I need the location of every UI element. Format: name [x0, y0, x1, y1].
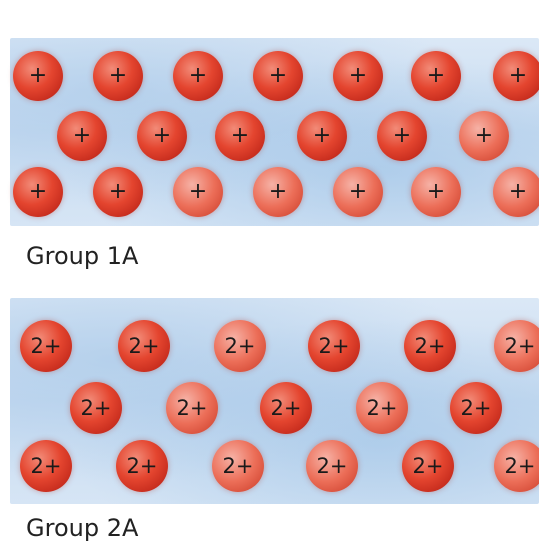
cation-plus-r2-1: +: [57, 111, 107, 161]
cation-2plus-r2-5: 2+: [450, 382, 502, 434]
group-1a-label: Group 1A: [26, 242, 139, 270]
cation-2plus-r1-2: 2+: [118, 320, 170, 372]
cation-plus-r1-2: +: [93, 51, 143, 101]
group-2a-label: Group 2A: [26, 514, 139, 542]
cation-plus-r3-1: +: [13, 167, 63, 217]
cation-plus-r2-6: +: [459, 111, 509, 161]
cation-2plus-r3-5: 2+: [402, 440, 454, 492]
cation-2plus-r1-4: 2+: [308, 320, 360, 372]
cation-plus-r3-6: +: [411, 167, 461, 217]
cation-2plus-r2-4: 2+: [356, 382, 408, 434]
cation-plus-r2-5: +: [377, 111, 427, 161]
cation-2plus-r3-3: 2+: [212, 440, 264, 492]
cation-plus-r3-4: +: [253, 167, 303, 217]
cation-2plus-r3-6: 2+: [494, 440, 539, 492]
cation-2plus-r3-2: 2+: [116, 440, 168, 492]
cation-2plus-r2-1: 2+: [70, 382, 122, 434]
cation-plus-r3-3: +: [173, 167, 223, 217]
cation-2plus-r1-5: 2+: [404, 320, 456, 372]
cation-2plus-r1-1: 2+: [20, 320, 72, 372]
cation-plus-r2-3: +: [215, 111, 265, 161]
cation-plus-r3-5: +: [333, 167, 383, 217]
cation-2plus-r2-3: 2+: [260, 382, 312, 434]
cation-plus-r1-7: +: [493, 51, 539, 101]
cation-plus-r3-2: +: [93, 167, 143, 217]
cation-plus-r1-4: +: [253, 51, 303, 101]
cation-plus-r3-7: +: [493, 167, 539, 217]
cation-2plus-r2-2: 2+: [166, 382, 218, 434]
cation-2plus-r1-6: 2+: [494, 320, 539, 372]
cation-2plus-r3-1: 2+: [20, 440, 72, 492]
cation-2plus-r3-4: 2+: [306, 440, 358, 492]
cation-plus-r2-2: +: [137, 111, 187, 161]
cation-plus-r1-3: +: [173, 51, 223, 101]
cation-plus-r1-5: +: [333, 51, 383, 101]
cation-2plus-r1-3: 2+: [214, 320, 266, 372]
cation-plus-r1-1: +: [13, 51, 63, 101]
cation-plus-r2-4: +: [297, 111, 347, 161]
cation-plus-r1-6: +: [411, 51, 461, 101]
